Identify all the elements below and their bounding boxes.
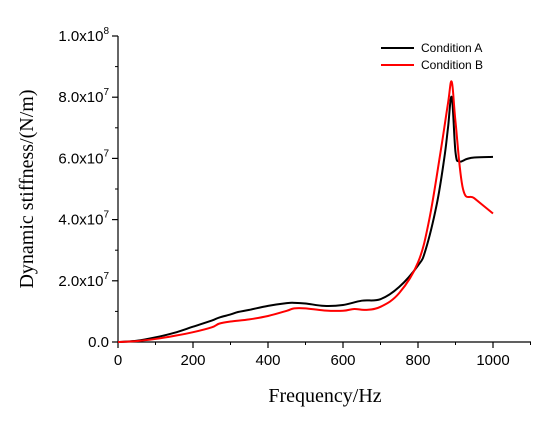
- series-line-condition-b: [117, 80, 494, 343]
- legend-label-condition-b: Condition B: [421, 58, 483, 72]
- y-tick-label: 1.0x108: [58, 26, 109, 45]
- legend-box: [375, 38, 505, 76]
- y-tick-label: 2.0x107: [58, 271, 109, 290]
- series-lines: [117, 80, 494, 343]
- y-tick-label: 4.0x107: [58, 210, 109, 229]
- x-tick-label: 200: [180, 352, 205, 369]
- plot-frame: [117, 36, 531, 343]
- series-line-condition-a: [117, 95, 494, 343]
- x-tick-label: 600: [330, 352, 355, 369]
- y-axis-title: Dynamic stiffness/(N/m): [16, 89, 38, 288]
- x-tick-label: 800: [405, 352, 430, 369]
- legend-label-condition-a: Condition A: [421, 41, 482, 55]
- x-axis-title: Frequency/Hz: [268, 385, 381, 407]
- axis-ticks: 0 200 400 600 800 1000 0.0 2.0x107 4.0x107 6.0x10…: [58, 26, 531, 369]
- x-tick-label: 0: [114, 352, 122, 369]
- legend: Condition A Condition B: [375, 38, 505, 76]
- y-tick-label: 8.0x107: [58, 87, 109, 106]
- x-tick-label: 1000: [476, 352, 509, 369]
- x-tick-label: 400: [255, 352, 280, 369]
- y-tick-label: 0.0: [88, 334, 109, 351]
- y-tick-label: 6.0x107: [58, 148, 109, 167]
